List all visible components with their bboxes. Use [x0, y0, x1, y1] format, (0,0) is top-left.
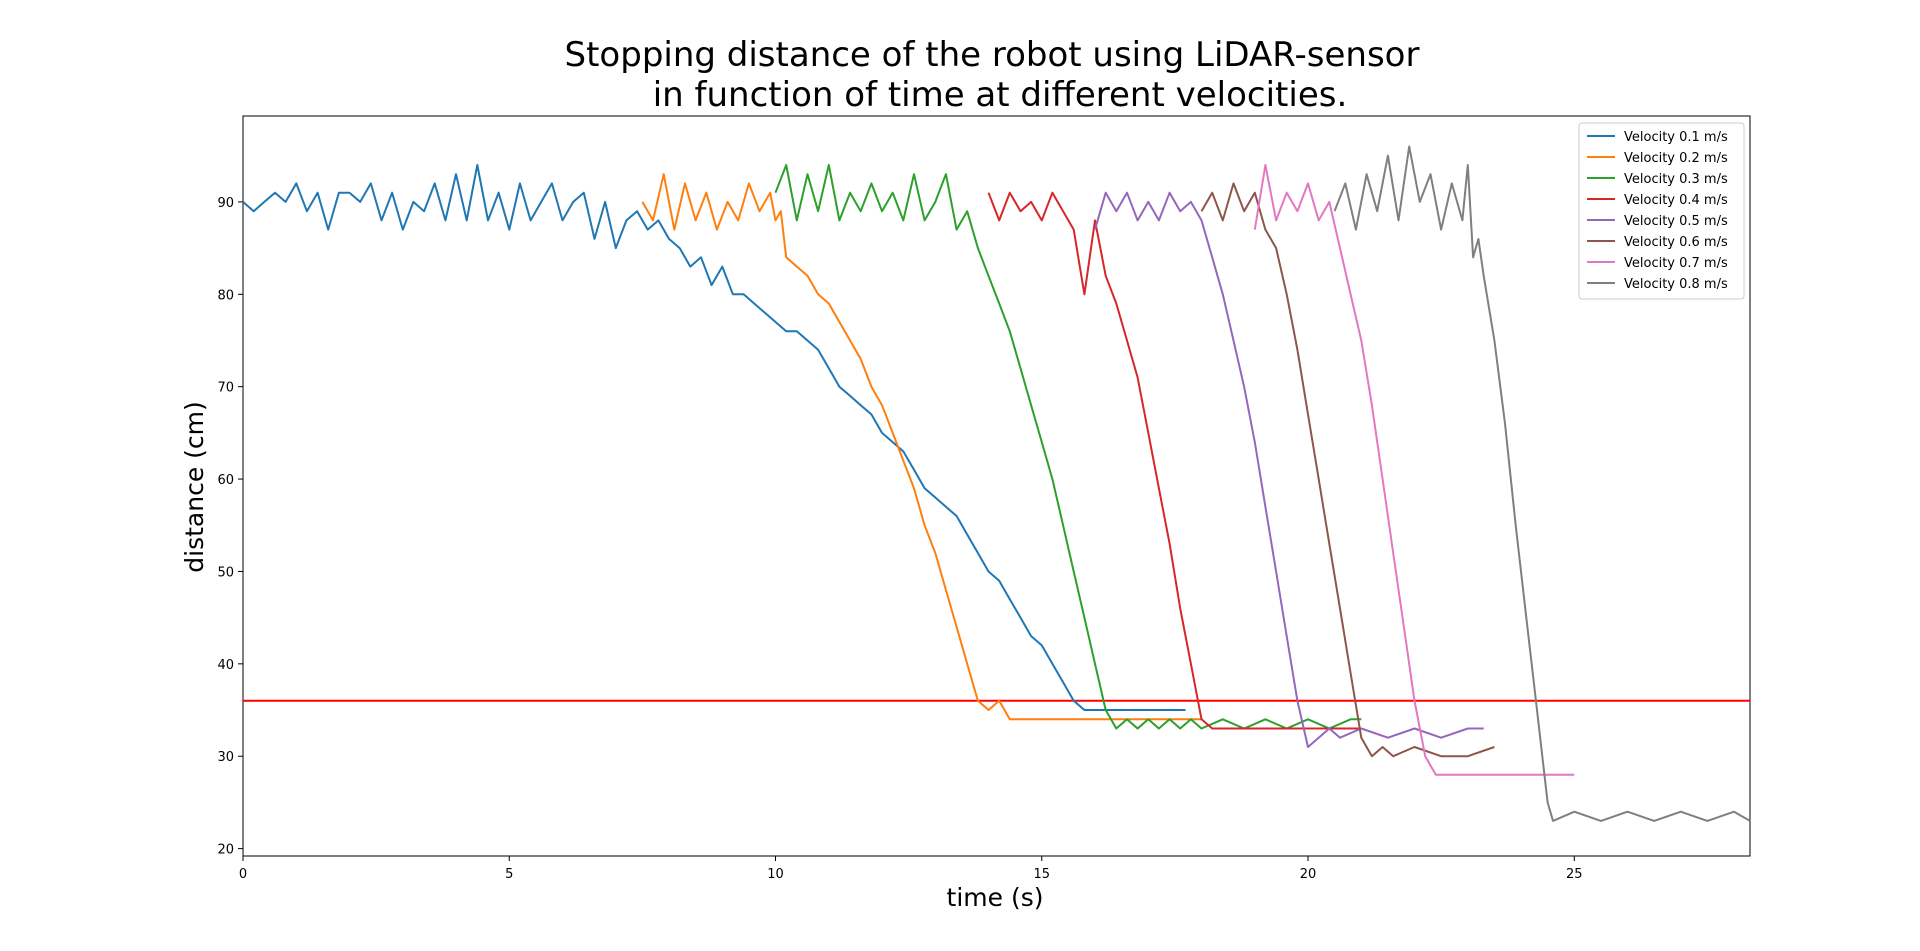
- legend-entry: Velocity 0.6 m/s: [1624, 235, 1728, 250]
- x-tick-label: 25: [1566, 867, 1583, 882]
- x-tick-label: 10: [767, 867, 784, 882]
- plot-frame: [242, 115, 1751, 857]
- legend-box: [1578, 122, 1745, 300]
- legend: Velocity 0.1 m/s Velocity 0.2 m/s Velocity…: [1578, 122, 1745, 300]
- series-line: [1094, 191, 1484, 748]
- y-tick-label: 60: [217, 473, 234, 488]
- y-tick-label: 30: [217, 750, 234, 765]
- y-tick-label: 70: [217, 381, 234, 396]
- legend-entry: Velocity 0.4 m/s: [1624, 193, 1728, 208]
- series-line: [987, 191, 1362, 730]
- series-line: [1333, 145, 1751, 822]
- legend-entry: Velocity 0.7 m/s: [1624, 256, 1728, 271]
- axes: 0 5 10 15 20 25 20 30 40 50 60 70 80 90: [217, 115, 1751, 882]
- series-layer: [242, 145, 1751, 822]
- y-axis-label: distance (cm): [180, 401, 209, 572]
- x-tick-label: 15: [1033, 867, 1050, 882]
- y-tick-label: 80: [217, 288, 234, 303]
- series-line: [1253, 164, 1575, 776]
- legend-entry: Velocity 0.3 m/s: [1624, 172, 1728, 187]
- legend-entry: Velocity 0.1 m/s: [1624, 130, 1728, 145]
- x-tick-label: 0: [239, 867, 247, 882]
- x-tick-label: 5: [505, 867, 513, 882]
- legend-entry: Velocity 0.5 m/s: [1624, 214, 1728, 229]
- legend-entry: Velocity 0.2 m/s: [1624, 151, 1728, 166]
- y-tick-label: 20: [217, 843, 234, 858]
- x-tick-label: 20: [1300, 867, 1317, 882]
- legend-entry: Velocity 0.8 m/s: [1624, 277, 1728, 292]
- chart-title-line-1: Stopping distance of the robot using LiD…: [565, 35, 1420, 75]
- series-line: [641, 173, 1202, 721]
- chart-title-line-2: in function of time at different velocit…: [653, 75, 1348, 115]
- y-tick-label: 90: [217, 196, 234, 211]
- y-tick-label: 40: [217, 658, 234, 673]
- series-line: [1200, 182, 1495, 758]
- y-tick-label: 50: [217, 565, 234, 580]
- x-axis-label: time (s): [947, 883, 1044, 912]
- series-line: [774, 164, 1362, 730]
- series-line: [242, 164, 1186, 711]
